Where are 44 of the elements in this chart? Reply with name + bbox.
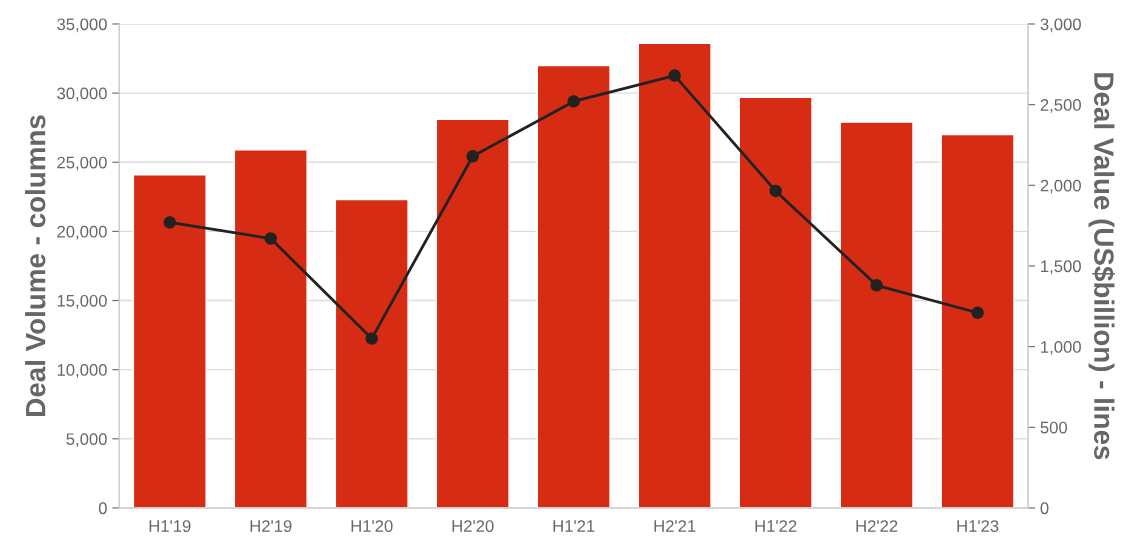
x-tick-label: H2'19 xyxy=(250,520,292,532)
y2-tick-label: 3,000 xyxy=(1040,18,1081,33)
point xyxy=(668,69,681,82)
bar xyxy=(637,42,712,508)
x-tick-label: H1'23 xyxy=(957,520,999,532)
point xyxy=(163,216,177,229)
y-tick-label: 0 xyxy=(98,502,107,515)
x-tick-label: H2'22 xyxy=(856,520,898,532)
point xyxy=(769,184,782,198)
y2-tick-label: 0 xyxy=(1040,502,1049,515)
point xyxy=(264,232,277,245)
y-tick-label: 20,000 xyxy=(57,225,107,240)
bar xyxy=(839,121,914,508)
point xyxy=(466,150,479,163)
x-tick-label: H2'20 xyxy=(452,520,494,532)
x-tick-label: H2'21 xyxy=(654,520,696,532)
y2-tick-label: 2,000 xyxy=(1040,179,1081,194)
point xyxy=(365,332,378,345)
y-tick-label: 15,000 xyxy=(57,294,107,309)
y-tick-label: 10,000 xyxy=(57,364,107,378)
y2-tick-label: 1,000 xyxy=(1041,341,1081,355)
point xyxy=(971,306,984,319)
x-tick-label: H1'22 xyxy=(755,520,797,532)
bar xyxy=(738,96,813,508)
point xyxy=(870,279,883,292)
bar xyxy=(536,64,611,508)
bar xyxy=(435,118,510,508)
y2-axis-title: Deal Value (US$billion) - lines xyxy=(1088,73,1115,460)
bar xyxy=(334,198,409,508)
y2-tick-label: 500 xyxy=(1040,421,1068,434)
bar xyxy=(132,174,207,508)
point xyxy=(567,95,580,108)
x-tick-label: H1'21 xyxy=(553,520,595,532)
y-tick-label: 35,000 xyxy=(57,18,107,33)
y-tick-label: 25,000 xyxy=(57,156,107,171)
y2-tick-label: 1,500 xyxy=(1041,260,1081,275)
x-tick-label: H1'19 xyxy=(149,520,191,532)
bar xyxy=(940,133,1015,508)
y-tick-label: 5,000 xyxy=(66,433,107,447)
bar xyxy=(233,149,308,508)
y-tick-label: 30,000 xyxy=(57,87,107,102)
x-tick-label: H1'20 xyxy=(351,520,393,532)
y2-tick-label: 2,500 xyxy=(1040,99,1081,113)
y-axis-title: Deal Volume - columns xyxy=(25,115,46,416)
